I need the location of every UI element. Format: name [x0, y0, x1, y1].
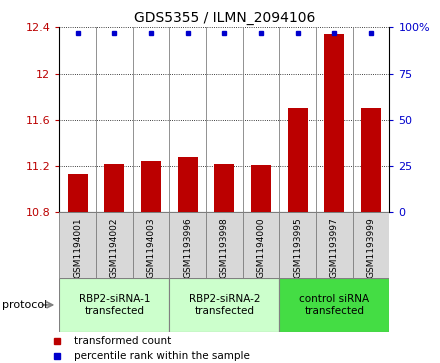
Text: GSM1193995: GSM1193995: [293, 217, 302, 278]
Text: GSM1193996: GSM1193996: [183, 217, 192, 278]
Bar: [353, 212, 389, 278]
Bar: [59, 212, 96, 278]
Bar: [178, 157, 198, 212]
Text: GSM1194003: GSM1194003: [147, 217, 156, 278]
Bar: [251, 165, 271, 212]
Bar: [361, 108, 381, 212]
Title: GDS5355 / ILMN_2094106: GDS5355 / ILMN_2094106: [134, 11, 315, 25]
Text: RBP2-siRNA-1
transfected: RBP2-siRNA-1 transfected: [79, 294, 150, 316]
Text: protocol: protocol: [2, 300, 48, 310]
Text: GSM1194002: GSM1194002: [110, 217, 119, 278]
Bar: [68, 174, 88, 212]
Bar: [141, 162, 161, 212]
Text: transformed count: transformed count: [74, 336, 172, 346]
Bar: [288, 108, 308, 212]
Text: GSM1194000: GSM1194000: [257, 217, 266, 278]
Bar: [324, 34, 345, 212]
Text: GSM1193997: GSM1193997: [330, 217, 339, 278]
Bar: [316, 212, 353, 278]
Text: control siRNA
transfected: control siRNA transfected: [299, 294, 370, 316]
Text: GSM1193999: GSM1193999: [367, 217, 376, 278]
Bar: [133, 212, 169, 278]
Bar: [206, 212, 243, 278]
Bar: [279, 212, 316, 278]
Bar: [169, 278, 279, 332]
Text: GSM1194001: GSM1194001: [73, 217, 82, 278]
Bar: [104, 164, 125, 212]
Bar: [243, 212, 279, 278]
Text: GSM1193998: GSM1193998: [220, 217, 229, 278]
Text: RBP2-siRNA-2
transfected: RBP2-siRNA-2 transfected: [189, 294, 260, 316]
Bar: [169, 212, 206, 278]
Bar: [214, 164, 235, 212]
Bar: [96, 212, 133, 278]
Text: percentile rank within the sample: percentile rank within the sample: [74, 351, 250, 361]
Bar: [59, 278, 169, 332]
Bar: [279, 278, 389, 332]
